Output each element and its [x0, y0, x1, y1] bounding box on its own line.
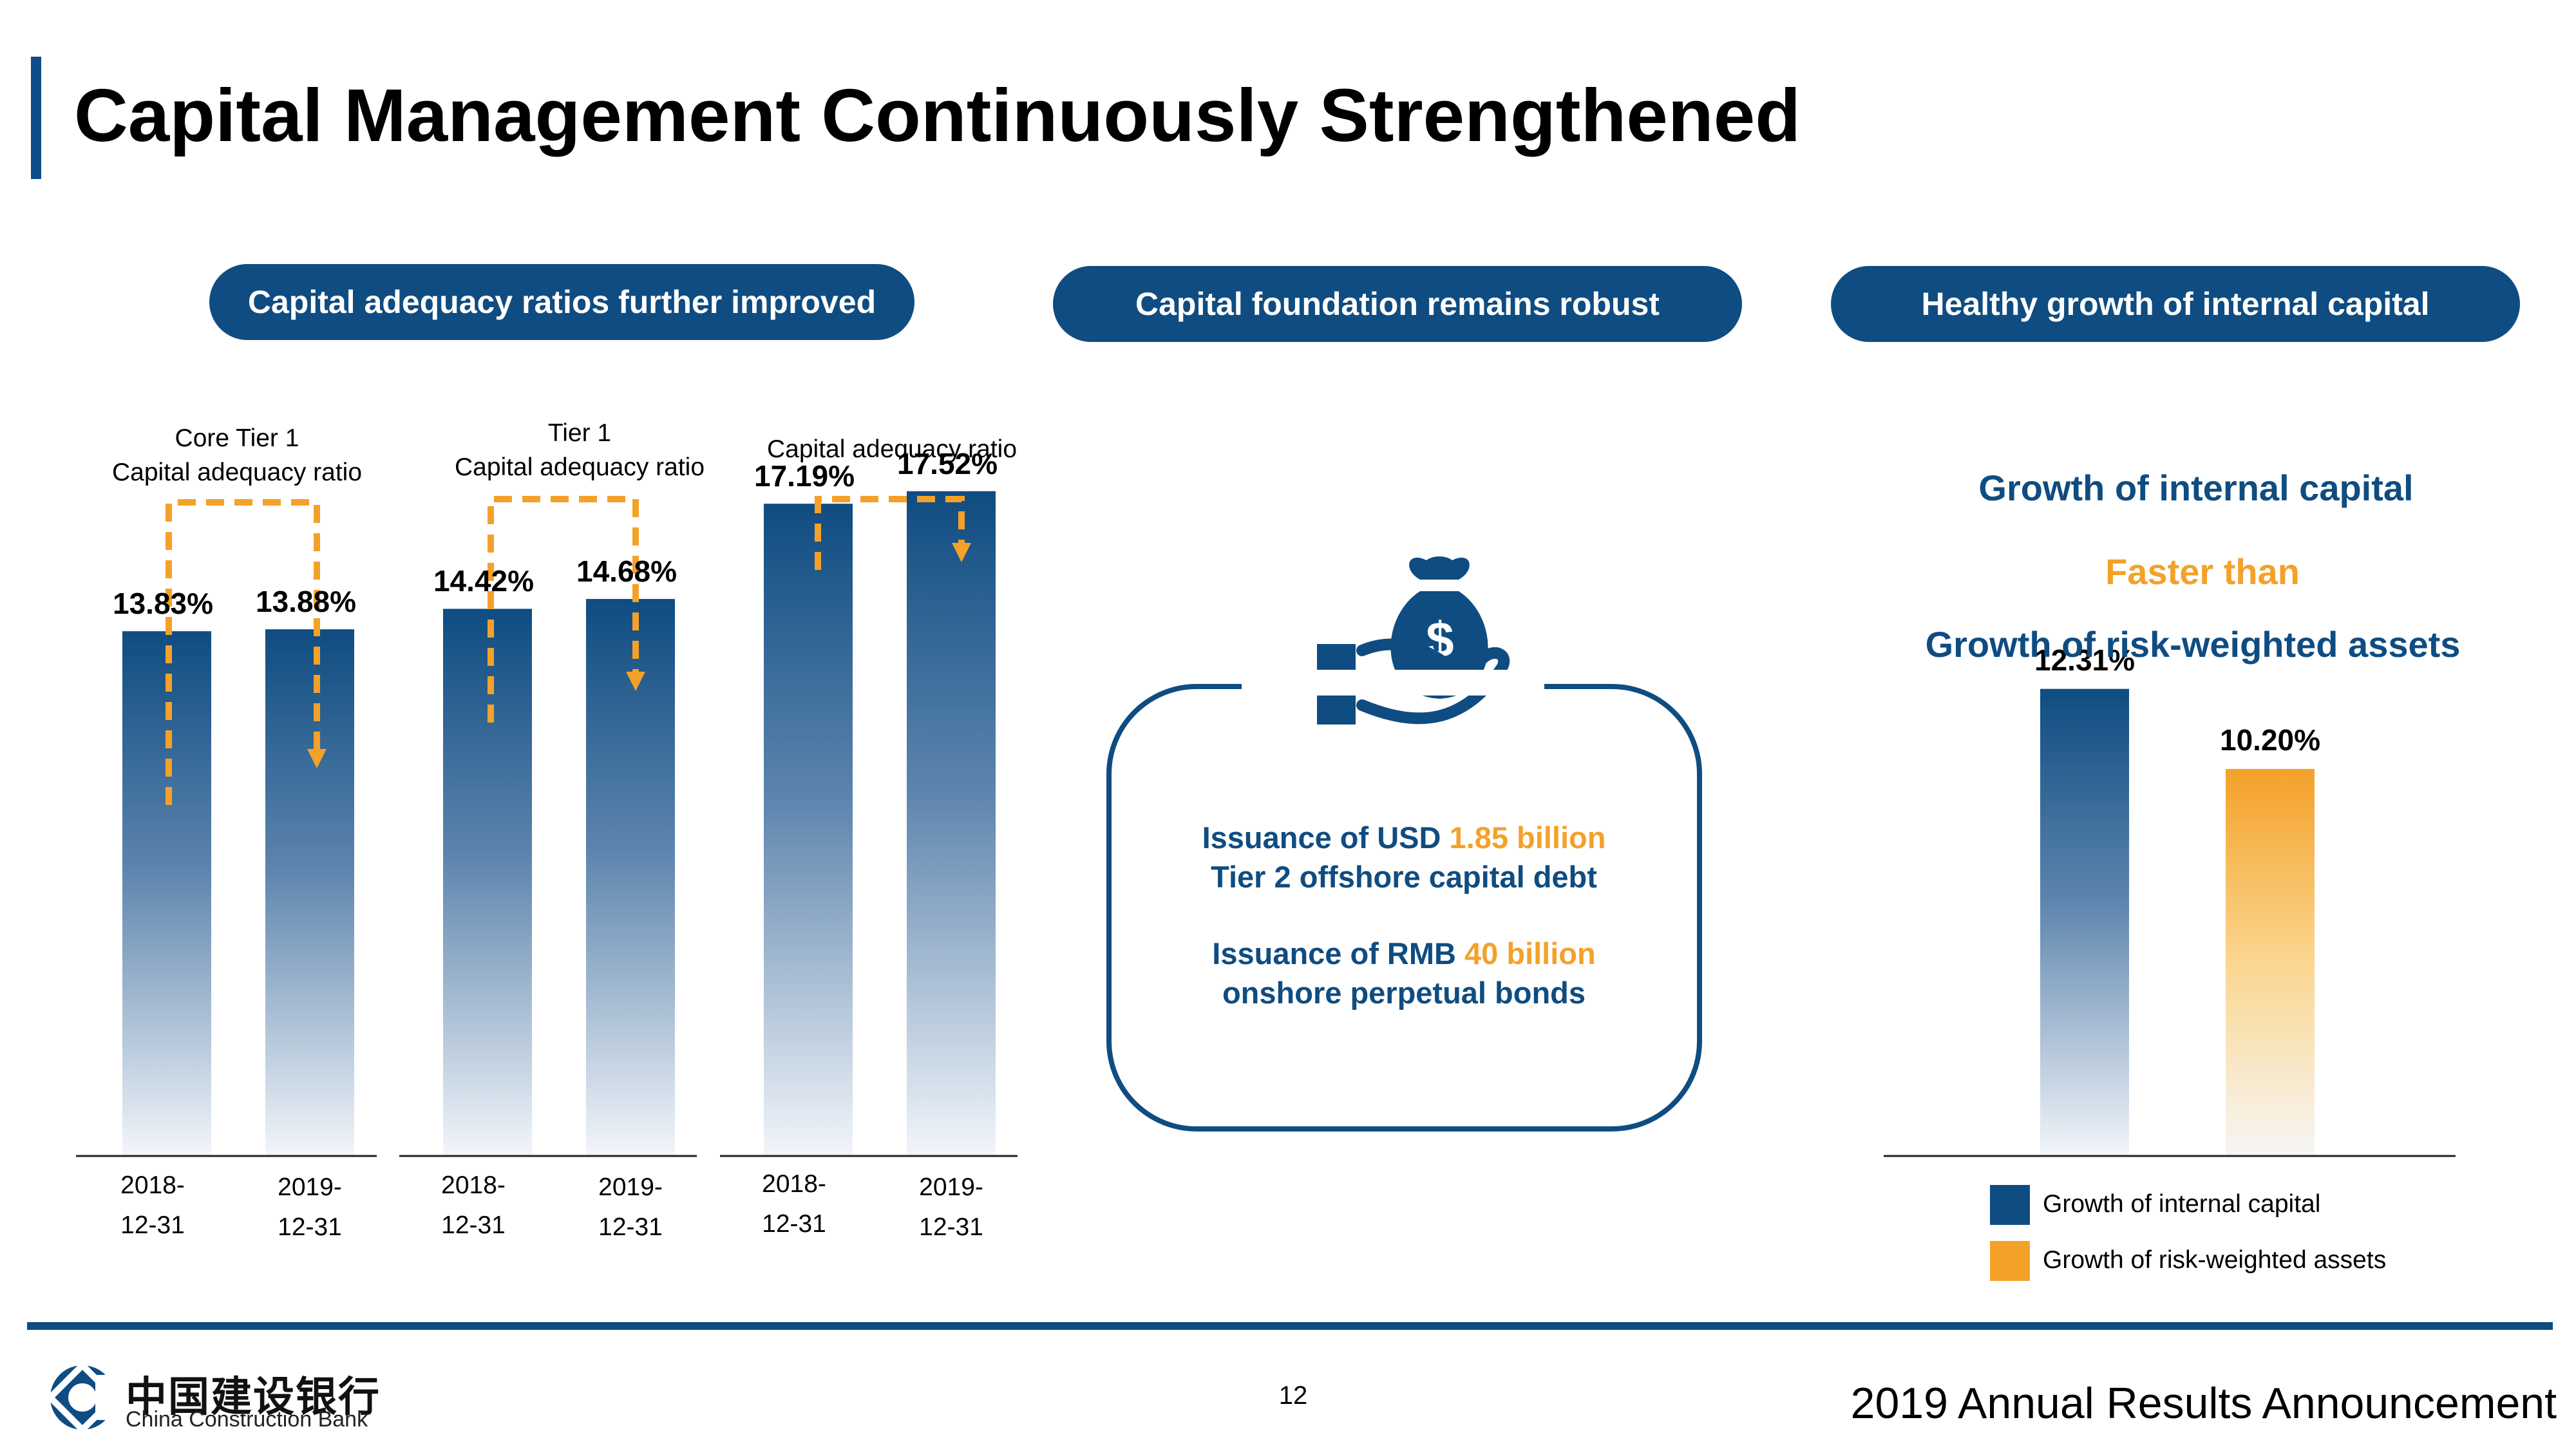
axis-label-group3-2019-line1: 2019- [919, 1173, 983, 1201]
axis-label-group1-2019-line1: 2019- [278, 1173, 342, 1201]
axis-label-group2-2018: 2018- 12-31 [441, 1166, 506, 1246]
bar-value-internal-capital: 12.31% [2034, 643, 2136, 677]
group-label-core-tier1-line2: Capital adequacy ratio [111, 458, 363, 486]
rmb-issuance-amount: 40 billion [1464, 936, 1596, 971]
usd-issuance-prefix: Issuance of USD [1202, 820, 1450, 855]
box-top-gap [1242, 670, 1544, 696]
arrow-head-capital-adequacy [952, 543, 971, 562]
axis-label-group1-2018-line1: 2018- [120, 1171, 185, 1199]
bar-value-group3-2018: 17.19% [753, 459, 855, 493]
page-number: 12 [1278, 1381, 1308, 1410]
arrow-head-core-tier1 [307, 749, 327, 768]
usd-issuance-desc: Tier 2 offshore capital debt [1211, 860, 1597, 895]
bar-risk-weighted-assets [2226, 769, 2315, 1156]
group-label-tier1: Tier 1 Capital adequacy ratio [455, 417, 705, 484]
group-label-core-tier1: Core Tier 1 Capital adequacy ratio [112, 422, 362, 489]
rmb-issuance-desc: onshore perpetual bonds [1222, 976, 1586, 1010]
bar-internal-capital [2040, 688, 2129, 1156]
axis-label-group2-2019: 2019- 12-31 [598, 1168, 663, 1248]
axis-label-group2-2018-line2: 12-31 [441, 1211, 506, 1240]
right-heading-internal: Growth of internal capital [1978, 468, 2414, 508]
rmb-issuance-prefix: Issuance of RMB [1212, 936, 1465, 971]
legend-swatch-rwa [1990, 1241, 2030, 1281]
usd-issuance-text: Issuance of USD 1.85 billion Tier 2 offs… [1202, 818, 1606, 896]
pill-capital-foundation: Capital foundation remains robust [1053, 266, 1742, 342]
axis-label-group1-2019: 2019- 12-31 [278, 1168, 342, 1248]
pill-capital-adequacy: Capital adequacy ratios further improved [209, 264, 914, 340]
arrow-head-tier1 [626, 672, 645, 691]
bar-group2-2018 [443, 609, 532, 1156]
bar-value-group1-2018: 13.83% [112, 587, 214, 621]
legend-label-rwa: Growth of risk-weighted assets [2043, 1246, 2387, 1274]
axis-label-group3-2018-line2: 12-31 [762, 1210, 826, 1238]
footer-announcement-title: 2019 Annual Results Announcement [1850, 1379, 2557, 1428]
group-label-tier1-line1: Tier 1 [547, 419, 612, 447]
group-label-core-tier1-line1: Core Tier 1 [175, 424, 299, 452]
logo-english-name: China Construction Bank [126, 1407, 368, 1432]
group-label-capital-adequacy-line1: Capital adequacy ratio [766, 435, 1018, 463]
axis-label-group2-2018-line1: 2018- [441, 1171, 506, 1199]
title-accent-bar [31, 57, 41, 179]
footer-divider [27, 1322, 2553, 1330]
legend-swatch-internal [1990, 1185, 2030, 1225]
axis-label-group1-2018: 2018- 12-31 [120, 1166, 185, 1246]
bar-value-group3-2019: 17.52% [896, 446, 998, 480]
bar-value-risk-weighted-assets: 10.20% [2219, 723, 2321, 757]
bar-group3-2018 [764, 504, 853, 1156]
axis-label-group3-2019: 2019- 12-31 [919, 1168, 983, 1248]
bar-group1-2019 [265, 629, 354, 1156]
axis-label-group1-2018-line2: 12-31 [120, 1211, 185, 1240]
axis-label-group2-2019-line1: 2019- [598, 1173, 663, 1201]
page-title: Capital Management Continuously Strength… [74, 73, 1801, 157]
right-heading-rwa: Growth of risk-weighted assets [1925, 624, 2461, 665]
capital-foundation-box [1106, 684, 1702, 1132]
axis-label-group3-2019-line2: 12-31 [919, 1213, 983, 1242]
axis-label-group3-2018-line1: 2018- [762, 1170, 826, 1198]
rmb-issuance-text: Issuance of RMB 40 billion onshore perpe… [1212, 934, 1595, 1012]
bar-value-group2-2019: 14.68% [576, 554, 677, 589]
legend-label-internal: Growth of internal capital [2043, 1190, 2321, 1218]
right-heading-faster: Faster than [2105, 551, 2300, 592]
axis-label-group3-2018: 2018- 12-31 [762, 1164, 826, 1245]
arrow-tier1 [488, 496, 639, 723]
ccb-logo-icon [45, 1362, 121, 1433]
group-label-tier1-line2: Capital adequacy ratio [454, 453, 705, 481]
axis-label-group2-2019-line2: 12-31 [598, 1213, 663, 1242]
arrow-core-tier1 [166, 499, 320, 805]
bar-value-group1-2019: 13.88% [255, 585, 357, 619]
bar-value-group2-2018: 14.42% [433, 564, 535, 598]
arrow-capital-adequacy [815, 496, 965, 570]
usd-issuance-amount: 1.85 billion [1449, 820, 1606, 855]
group-label-capital-adequacy: Capital adequacy ratio [767, 433, 1017, 467]
bar-group3-2019 [907, 491, 996, 1157]
logo-chinese-name: 中国建设银行 [126, 1374, 381, 1420]
pill-internal-capital: Healthy growth of internal capital [1831, 266, 2520, 342]
axis-label-group1-2019-line2: 12-31 [278, 1213, 342, 1242]
bar-group2-2019 [586, 599, 675, 1156]
